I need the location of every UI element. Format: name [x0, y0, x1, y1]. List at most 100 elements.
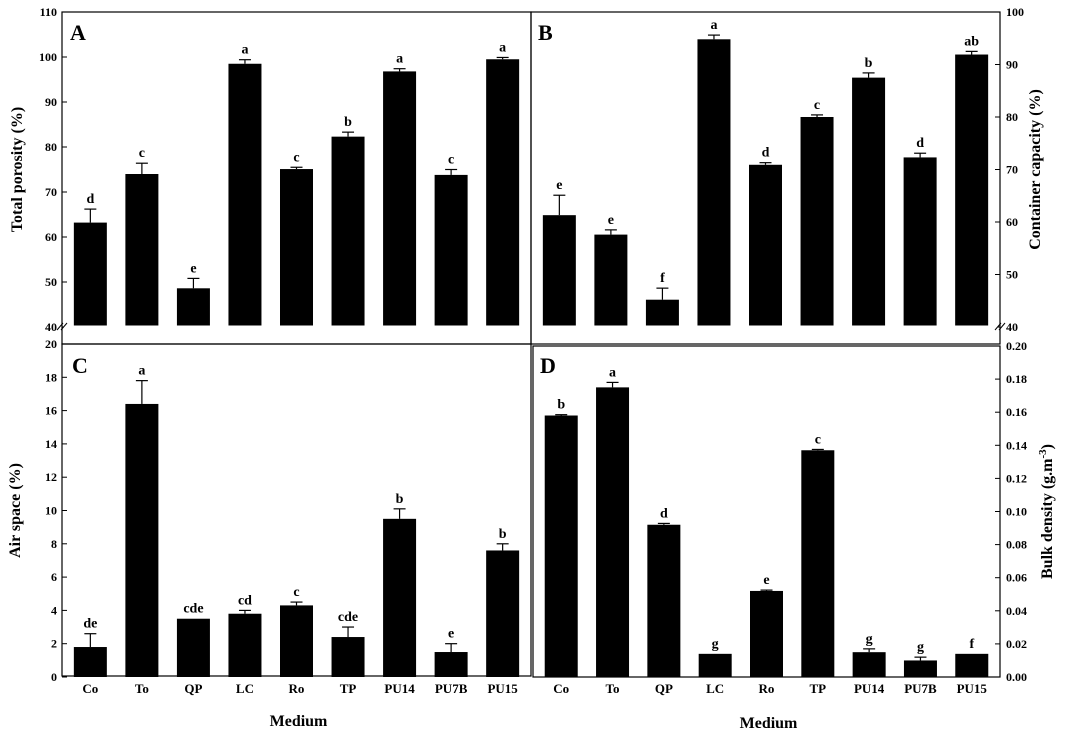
significance-letter: b	[557, 398, 565, 413]
significance-letter: e	[608, 213, 614, 228]
category-label: PU7B	[904, 681, 937, 696]
significance-letter: b	[344, 115, 352, 130]
y-axis-title: Container capacity (%)	[1027, 89, 1044, 250]
bar	[749, 164, 782, 327]
category-label: To	[606, 681, 620, 696]
significance-letter: f	[969, 637, 974, 652]
significance-letter: b	[396, 492, 404, 507]
significance-letter: d	[660, 506, 668, 521]
y-tick-label: 70	[45, 185, 57, 199]
category-label: Ro	[759, 681, 775, 696]
y-tick-label: 60	[45, 230, 57, 244]
axis-break-band	[64, 325, 529, 329]
category-label: Co	[553, 681, 569, 696]
y-tick-label: 20	[45, 337, 57, 351]
bar	[698, 653, 732, 677]
significance-letter: e	[190, 261, 196, 276]
y-tick-label: 18	[45, 370, 57, 384]
y-tick-label: 4	[51, 603, 57, 617]
x-axis-title: Medium	[270, 713, 328, 730]
significance-letter: e	[556, 178, 562, 193]
category-label: QP	[655, 681, 673, 696]
significance-letter: a	[138, 364, 145, 379]
y-tick-label: 0.16	[1006, 405, 1027, 419]
y-tick-label: 0.12	[1006, 471, 1027, 485]
bar	[801, 450, 835, 677]
significance-letter: c	[293, 585, 299, 600]
y-axis-title: Total porosity (%)	[9, 107, 26, 232]
y-tick-label: 100	[1006, 5, 1024, 19]
y-tick-label: 90	[1006, 58, 1018, 72]
y-tick-label: 40	[45, 320, 57, 334]
category-label: Co	[82, 681, 98, 696]
panel-letter: D	[540, 353, 556, 378]
bar	[73, 222, 107, 327]
significance-letter: d	[916, 136, 924, 151]
bar	[73, 647, 107, 677]
significance-letter: f	[660, 271, 665, 286]
bar	[955, 653, 989, 677]
significance-letter: g	[866, 632, 873, 647]
bar	[486, 550, 520, 677]
significance-letter: a	[710, 18, 717, 33]
bar	[383, 518, 417, 677]
bar	[852, 77, 886, 327]
y-tick-label: 0.14	[1006, 438, 1027, 452]
bar	[434, 652, 468, 677]
plot-frame	[530, 11, 1001, 345]
bar	[750, 590, 783, 677]
significance-letter: a	[396, 52, 403, 67]
y-tick-label: 110	[40, 5, 57, 19]
category-label: Ro	[289, 681, 305, 696]
y-tick-label: 80	[45, 140, 57, 154]
y-tick-label: 50	[45, 275, 57, 289]
bar	[903, 157, 937, 327]
panel-letter: A	[70, 20, 86, 45]
bar	[544, 415, 578, 677]
axis-break-band	[533, 325, 998, 329]
y-tick-label: 50	[1006, 268, 1018, 282]
panel-c-air-space: 0 2 4 6 8 10 12 14 16 18 20 Air space (%) Cde Co a To cd…	[7, 337, 532, 730]
category-label: PU15	[957, 681, 988, 696]
category-label: LC	[236, 681, 254, 696]
bar	[228, 613, 262, 677]
bar	[125, 174, 159, 327]
bar	[647, 524, 681, 677]
bar	[594, 234, 628, 327]
significance-letter: c	[814, 98, 820, 113]
significance-letter: b	[865, 56, 873, 71]
bar	[955, 54, 989, 328]
axis-break-mark	[60, 322, 68, 331]
y-tick-label: 8	[51, 537, 57, 551]
y-tick-label: 80	[1006, 110, 1018, 124]
y-tick-label: 60	[1006, 215, 1018, 229]
significance-letter: d	[762, 146, 770, 161]
bar	[176, 618, 210, 677]
significance-letter: c	[815, 432, 821, 447]
y-tick-label: 0.08	[1006, 538, 1027, 552]
significance-letter: d	[86, 192, 94, 207]
category-label: PU15	[487, 681, 518, 696]
category-label: PU14	[854, 681, 885, 696]
y-tick-label: 0.02	[1006, 637, 1027, 651]
x-axis-title: Medium	[740, 715, 798, 732]
y-axis-title: Bulk density (g.m-3)	[1037, 444, 1056, 579]
bar	[383, 71, 417, 328]
y-tick-label: 90	[45, 95, 57, 109]
bar	[800, 117, 834, 327]
y-tick-label: 16	[45, 404, 57, 418]
significance-letter: g	[712, 637, 719, 652]
significance-letter: e	[763, 573, 769, 588]
y-tick-label: 0.06	[1006, 571, 1027, 585]
axis-break-mark	[994, 322, 1002, 331]
bar	[331, 136, 365, 327]
significance-letter: a	[499, 40, 506, 55]
y-axis-title: Air space (%)	[7, 463, 24, 558]
axis-break-mark	[998, 322, 1006, 331]
bar	[542, 215, 576, 327]
bar	[645, 299, 679, 327]
y-tick-label: 0.18	[1006, 372, 1027, 386]
significance-letter: c	[448, 153, 454, 168]
significance-letter: a	[609, 365, 616, 380]
